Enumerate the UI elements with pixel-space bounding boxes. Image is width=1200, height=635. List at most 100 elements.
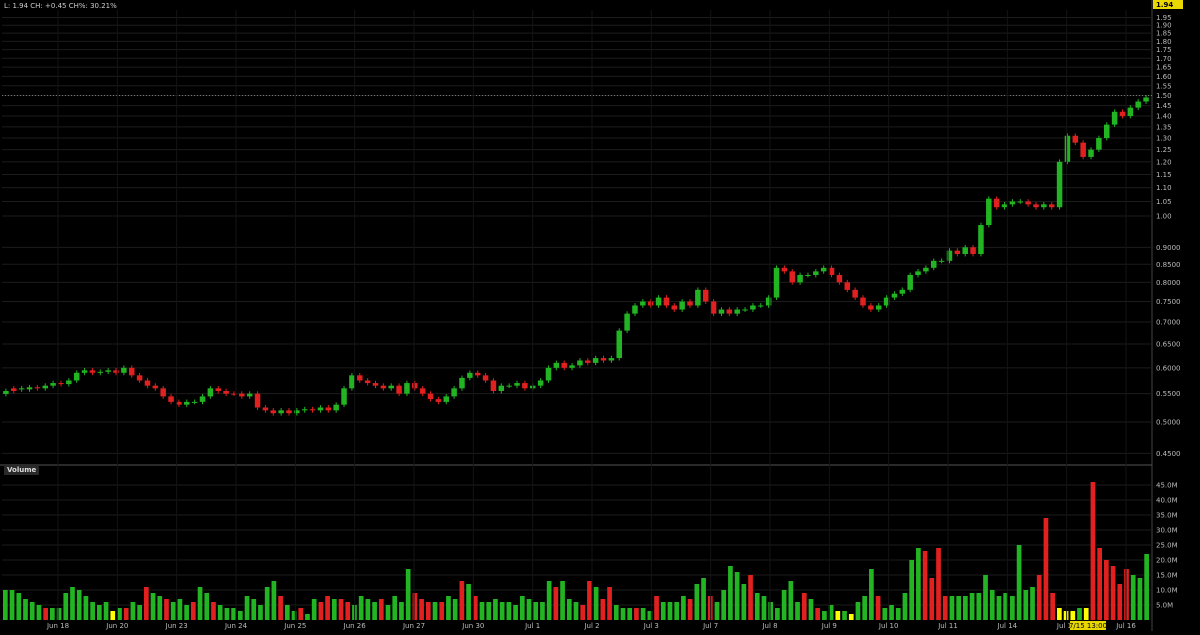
- volume-bar: [137, 605, 142, 620]
- volume-bar: [922, 551, 928, 620]
- candle: [11, 385, 17, 394]
- candle: [341, 385, 347, 408]
- candle-body: [223, 390, 229, 394]
- candle: [357, 372, 363, 383]
- candle: [679, 299, 685, 312]
- volume-bar: [895, 608, 901, 620]
- volume-bar: [365, 599, 371, 620]
- candle: [105, 367, 111, 375]
- candle: [938, 258, 945, 264]
- candle: [765, 295, 772, 308]
- candle-body: [396, 385, 402, 394]
- volume-bar: [761, 596, 767, 620]
- volume-bar: [164, 599, 169, 620]
- candle: [1025, 199, 1031, 207]
- volume-bar: [647, 611, 653, 620]
- candle-body: [199, 396, 206, 402]
- candle: [640, 299, 646, 308]
- candle: [168, 394, 174, 405]
- candle-body: [1001, 204, 1008, 208]
- volume-bar: [1057, 608, 1062, 620]
- volume-bar: [1036, 575, 1042, 620]
- volume-bar: [714, 602, 720, 620]
- volume-bar: [466, 584, 471, 620]
- volume-bar: [593, 587, 599, 620]
- candle: [514, 380, 520, 389]
- price-tick-label: 1.40: [1156, 113, 1172, 121]
- candle-body: [184, 401, 190, 405]
- volume-bar: [701, 578, 706, 620]
- volume-tick-label: 35.0M: [1156, 512, 1178, 520]
- volume-bar: [110, 611, 116, 620]
- candle: [419, 385, 426, 397]
- candle: [435, 396, 442, 405]
- candle: [1048, 201, 1055, 210]
- volume-bar: [1003, 593, 1009, 620]
- time-tag: [1070, 621, 1106, 630]
- volume-bar: [1117, 584, 1123, 620]
- candle: [1127, 105, 1134, 119]
- candle-body: [946, 250, 953, 261]
- candle: [978, 222, 984, 257]
- x-tick-label: Jun 27: [402, 622, 425, 630]
- volume-bar: [1023, 590, 1029, 620]
- volume-tick-label: 40.0M: [1156, 497, 1178, 505]
- candle: [364, 378, 371, 386]
- candle: [404, 380, 410, 397]
- volume-bar: [63, 593, 69, 620]
- candle: [372, 380, 379, 389]
- volume-tick-label: 15.0M: [1156, 572, 1178, 580]
- candle: [270, 407, 277, 416]
- candle-body: [726, 309, 733, 314]
- candle: [993, 196, 1000, 210]
- candle-body: [1048, 204, 1055, 208]
- price-tick-label: 1.50: [1156, 92, 1172, 100]
- volume-panel-label: Volume: [4, 466, 40, 475]
- candle-body: [231, 393, 237, 395]
- volume-bar: [506, 602, 512, 620]
- volume-bar: [419, 599, 424, 620]
- candle-body: [1064, 135, 1071, 162]
- volume-bar: [640, 608, 646, 620]
- candle-body: [301, 409, 308, 411]
- candle: [553, 360, 560, 371]
- candle: [427, 391, 434, 402]
- candle-body: [687, 301, 693, 306]
- price-tick-label: 0.8500: [1156, 261, 1181, 269]
- candle-body: [435, 399, 442, 402]
- candle: [176, 399, 182, 408]
- candle: [231, 391, 237, 397]
- candle-body: [915, 271, 921, 275]
- volume-bar: [949, 596, 955, 620]
- candle: [600, 355, 607, 363]
- price-tick-label: 1.45: [1156, 102, 1172, 110]
- candle-body: [357, 375, 363, 381]
- candle: [931, 258, 937, 271]
- candle-body: [828, 267, 835, 275]
- volume-bar: [278, 596, 283, 620]
- volume-bar: [338, 599, 344, 620]
- candle: [1111, 109, 1118, 128]
- candle-body: [66, 380, 72, 385]
- volume-bar: [613, 605, 619, 620]
- volume-bar: [620, 608, 626, 620]
- candle: [294, 407, 300, 416]
- volume-tick-label: 30.0M: [1156, 527, 1178, 535]
- volume-bar: [1050, 593, 1056, 620]
- volume-bar: [36, 605, 42, 620]
- volume-bar: [345, 602, 351, 620]
- volume-bar: [580, 605, 586, 620]
- volume-bar: [493, 599, 498, 620]
- volume-bar: [284, 605, 290, 620]
- volume-bar: [996, 596, 1002, 620]
- candle-body: [608, 358, 615, 361]
- volume-bar: [822, 611, 827, 620]
- candle-body: [875, 305, 882, 310]
- candle-body: [600, 358, 607, 361]
- candle-body: [490, 380, 497, 391]
- volume-bar: [184, 605, 189, 620]
- candle: [3, 388, 9, 397]
- candle: [396, 383, 402, 397]
